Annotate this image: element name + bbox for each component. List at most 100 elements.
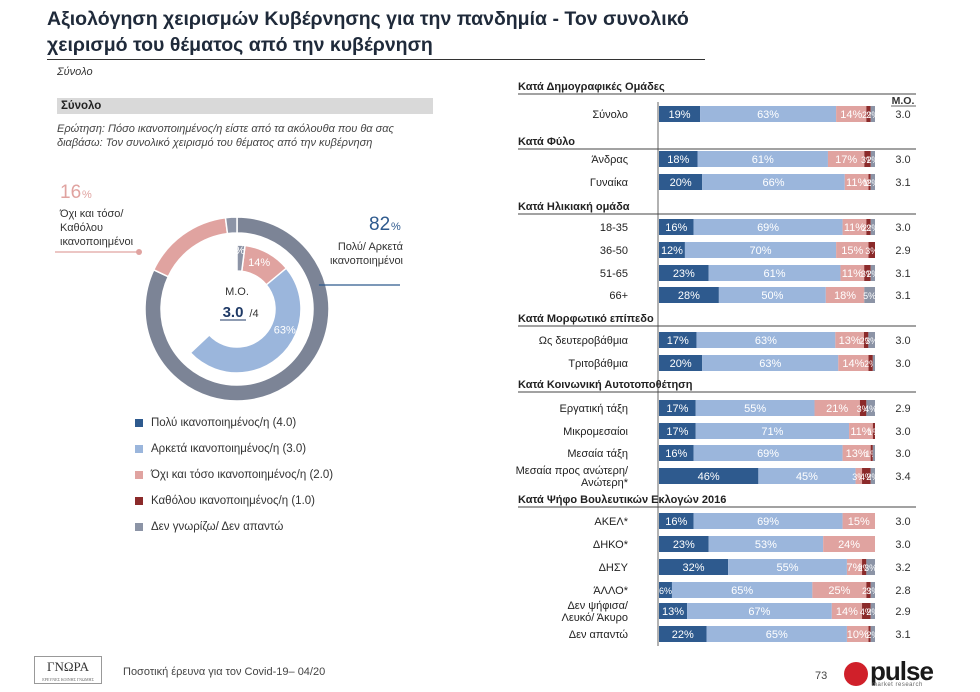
bar-segment — [872, 355, 875, 371]
bar-segment — [846, 559, 863, 575]
bar-data-label: 2% — [862, 223, 875, 233]
bar-segment — [864, 265, 871, 281]
bar-segment — [870, 468, 875, 484]
outer-ring-segment — [224, 216, 238, 235]
outer-ring-segment — [144, 216, 330, 402]
bar-data-label: 13% — [846, 448, 868, 460]
gnora-logo-text: ΓΝΩΡΑ — [46, 659, 89, 674]
bar-segment — [866, 582, 871, 598]
bar-segment — [862, 468, 871, 484]
bar-data-label: 2% — [866, 223, 879, 233]
legend-item: Καθόλου ικανοποιημένος/η (1.0) — [135, 488, 333, 514]
donut-slice-label: 2% — [229, 245, 245, 257]
bar-data-label: 32% — [683, 562, 705, 574]
bar-data-label: 2% — [862, 110, 875, 120]
legend-item: Όχι και τόσο ικανοποιημένος/η (2.0) — [135, 462, 333, 488]
gnora-logo-subtext: ΕΡΕΥΝΕΣ ΚΟΙΝΗΣ ΓΝΩΜΗΣ — [42, 677, 94, 682]
row-mean-value: 2.9 — [895, 606, 910, 618]
bar-data-label: 2% — [866, 269, 879, 279]
bar-segment — [868, 332, 875, 348]
legend-label: Καθόλου ικανοποιημένος/η (1.0) — [151, 495, 315, 507]
bar-data-label: 2% — [866, 155, 879, 165]
bar-data-label: 21% — [826, 403, 848, 415]
bar-segment — [659, 400, 696, 416]
bar-data-label: 3% — [861, 269, 874, 279]
bar-data-label: 25% — [828, 585, 850, 597]
bar-segment — [831, 603, 863, 619]
bar-segment — [659, 287, 719, 303]
callout-right-marker — [313, 282, 319, 288]
legend-label: Δεν γνωρίζω/ Δεν απαντώ — [151, 521, 284, 533]
row-label: ΔΗΣΥ — [599, 562, 629, 574]
bar-segment — [835, 332, 864, 348]
donut-legend: Πολύ ικανοποιημένος/η (4.0) Αρκετά ικανοπ… — [135, 410, 333, 540]
mean-header: Μ.Ο. — [892, 95, 915, 107]
donut-slice — [236, 244, 288, 286]
bar-segment — [702, 355, 839, 371]
row-label: 18-35 — [600, 222, 628, 234]
bar-segment — [862, 559, 867, 575]
legend-item: Πολύ ικανοποιημένος/η (4.0) — [135, 410, 333, 436]
legend-swatch — [135, 497, 143, 505]
bar-segment — [864, 287, 875, 303]
pulse-logo-word: pulse — [870, 656, 934, 686]
row-label: Μεσαία τάξη — [567, 448, 628, 460]
bar-data-label: 2% — [866, 472, 879, 482]
bar-segment — [823, 536, 875, 552]
bar-segment — [870, 265, 875, 281]
bar-data-label: 65% — [766, 629, 788, 641]
row-mean-value: 3.0 — [895, 154, 910, 166]
bar-data-label: 2% — [866, 178, 879, 188]
bar-data-label: 11% — [844, 222, 865, 234]
bar-data-label: 10% — [847, 629, 869, 641]
bar-data-label: 50% — [761, 290, 783, 302]
bar-segment — [870, 445, 873, 461]
bar-segment — [849, 423, 873, 439]
bar-segment — [659, 242, 685, 258]
bar-data-label: 17% — [667, 335, 689, 347]
bar-data-label: 4% — [860, 607, 873, 617]
bar-data-label: 11% — [842, 268, 863, 280]
bar-data-label: 46% — [698, 471, 720, 483]
bar-data-label: 3% — [864, 563, 877, 573]
title-line-2: χειρισμό του θέματος από την κυβέρνηση — [47, 34, 433, 56]
bar-segment — [659, 626, 707, 642]
bar-segment — [866, 219, 871, 235]
pulse-logo: pulse market research — [844, 656, 956, 688]
bar-segment — [842, 513, 875, 529]
bar-segment — [693, 445, 843, 461]
bar-segment — [842, 219, 867, 235]
bar-segment — [840, 265, 865, 281]
bar-data-label: 63% — [759, 358, 781, 370]
group-title: Κατά Κοινωνική Αυτοτοποθέτηση — [518, 379, 693, 391]
bar-segment — [659, 423, 696, 439]
bar-segment — [706, 626, 847, 642]
bar-segment — [866, 400, 875, 416]
bar-data-label: 2% — [864, 359, 877, 369]
bar-segment — [866, 106, 871, 122]
bar-segment — [659, 265, 709, 281]
bar-data-label: 17% — [666, 403, 688, 415]
row-label: ΆΛΛΟ* — [593, 585, 628, 597]
bar-segment — [868, 174, 871, 190]
bar-data-label: 15% — [841, 245, 863, 257]
row-mean-value: 3.1 — [895, 177, 910, 189]
bar-data-label: 14% — [840, 109, 862, 121]
legend-swatch — [135, 445, 143, 453]
row-label: Μεσαία προς ανώτερη/ — [516, 465, 629, 477]
bar-data-label: 22% — [672, 629, 694, 641]
bar-segment — [825, 287, 865, 303]
row-mean-value: 3.0 — [895, 358, 910, 370]
bar-data-label: 2% — [866, 630, 879, 640]
bar-data-label: 71% — [761, 426, 783, 438]
bar-data-label: 1% — [863, 178, 876, 188]
donut-slice — [236, 244, 246, 273]
bar-data-label: 15% — [848, 516, 870, 528]
bar-data-label: 1% — [867, 427, 880, 437]
row-mean-value: 3.0 — [895, 516, 910, 528]
bar-segment — [659, 219, 694, 235]
bar-data-label: 2% — [858, 563, 871, 573]
bar-data-label: 18% — [834, 290, 856, 302]
row-mean-value: 3.1 — [895, 268, 910, 280]
bar-segment — [868, 355, 873, 371]
